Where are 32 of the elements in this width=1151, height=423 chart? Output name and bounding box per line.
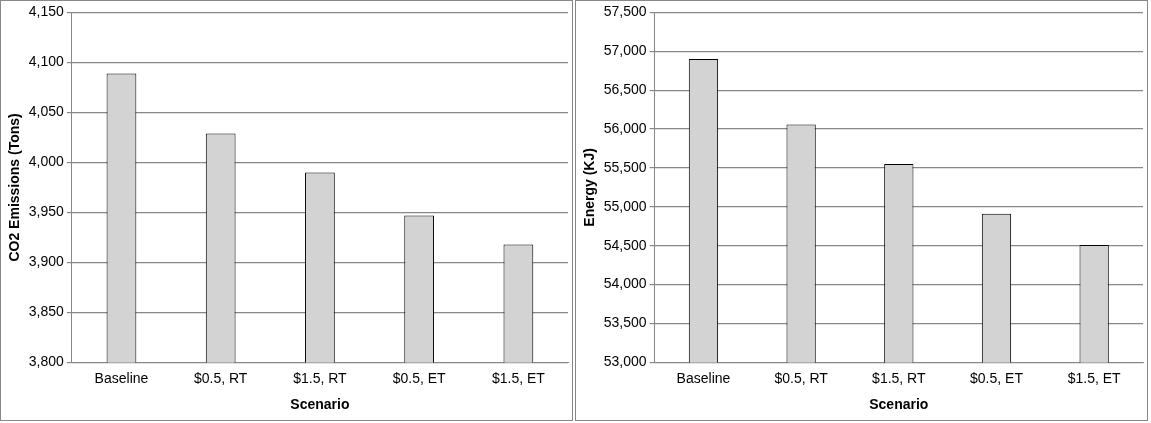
- x-tick-label: $0.5, RT: [774, 369, 829, 386]
- y-tick-label: 54,500: [603, 236, 647, 253]
- y-tick-label: 54,000: [603, 275, 647, 292]
- x-axis-title: Scenario: [869, 396, 929, 413]
- x-tick-label: $0.5, ET: [970, 369, 1024, 386]
- y-tick-label: 4,000: [28, 153, 65, 170]
- y-tick-label: 3,900: [28, 253, 65, 270]
- y-tick-label: 3,800: [28, 353, 65, 370]
- y-tick-label: 4,050: [28, 103, 65, 120]
- x-axis-title: Scenario: [290, 396, 350, 413]
- y-tick-label: 3,950: [28, 203, 65, 220]
- y-tick-label: 56,000: [603, 119, 647, 136]
- x-tick-label: $0.5, ET: [392, 369, 447, 386]
- y-tick-label: 53,000: [603, 353, 647, 370]
- x-tick-label: $1.5, ET: [491, 369, 546, 386]
- y-axis-title: CO2 Emissions (Tons): [6, 113, 23, 262]
- y-tick-label: 53,500: [603, 314, 647, 331]
- y-tick-label: 57,000: [603, 42, 647, 59]
- y-tick-label: 57,500: [603, 3, 647, 20]
- x-tick-label: $1.5, RT: [293, 369, 348, 386]
- x-tick-label: Baseline: [94, 369, 149, 386]
- y-tick-label: 55,000: [603, 197, 647, 214]
- y-tick-label: 3,850: [28, 303, 65, 320]
- y-axis-title: Energy (KJ): [581, 148, 598, 227]
- y-tick-label: 55,500: [603, 158, 647, 175]
- y-tick-label: 56,500: [603, 81, 647, 98]
- x-tick-label: $1.5, ET: [1067, 369, 1122, 386]
- x-tick-label: Baseline: [676, 369, 731, 386]
- y-tick-label: 4,100: [28, 53, 65, 70]
- y-tick-label: 4,150: [28, 3, 65, 20]
- x-tick-label: $1.5, RT: [872, 369, 926, 386]
- x-tick-label: $0.5, RT: [193, 369, 248, 386]
